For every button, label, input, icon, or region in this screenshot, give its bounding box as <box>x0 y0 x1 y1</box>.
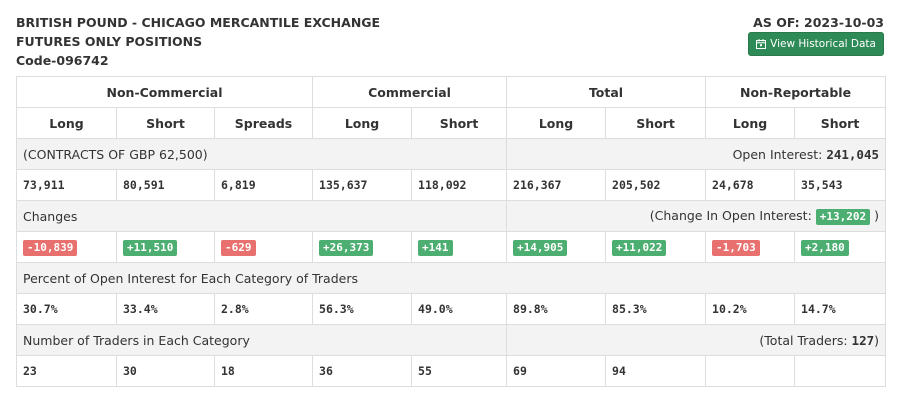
group-non-reportable: Non-Reportable <box>705 76 887 108</box>
report-title: BRITISH POUND - CHICAGO MERCANTILE EXCHA… <box>16 13 380 70</box>
col-header: Long <box>312 107 413 139</box>
percent-label-row: Percent of Open Interest for Each Catego… <box>15 262 887 294</box>
col-header: Short <box>605 107 707 139</box>
table-cell <box>705 355 796 387</box>
percent-label: Percent of Open Interest for Each Catego… <box>15 262 887 294</box>
table-cell: -10,839 <box>16 231 117 263</box>
total-traders-suffix: ) <box>874 332 880 348</box>
group-total: Total <box>506 76 707 108</box>
table-cell: -1,703 <box>705 231 796 263</box>
change-badge: +14,905 <box>513 239 568 256</box>
change-badge: +11,510 <box>123 239 178 256</box>
change-badge: -10,839 <box>23 239 78 256</box>
col-header: Long <box>16 107 117 139</box>
table-cell: 85.3% <box>605 293 707 325</box>
change-open-interest: (Change In Open Interest: +13,202 ) <box>506 200 887 232</box>
positions-table: Non-Commercial Commercial Total Non-Repo… <box>15 76 887 387</box>
table-cell: 35,543 <box>794 169 887 201</box>
table-cell: +11,022 <box>605 231 707 263</box>
table-cell: 56.3% <box>312 293 413 325</box>
table-cell: 118,092 <box>411 169 508 201</box>
view-historical-data-button[interactable]: View Historical Data <box>748 32 884 56</box>
traders-label: Number of Traders in Each Category <box>15 324 508 356</box>
change-badge: +141 <box>418 239 453 256</box>
view-historical-data-label: View Historical Data <box>770 38 876 50</box>
as-of-date: AS OF: 2023-10-03 <box>753 15 884 30</box>
col-header: Short <box>794 107 887 139</box>
contracts-values-row: 73,911 80,591 6,819 135,637 118,092 216,… <box>16 169 887 201</box>
col-header: Spreads <box>213 107 314 139</box>
col-header: Long <box>705 107 796 139</box>
table-cell: 49.0% <box>411 293 508 325</box>
total-traders-value: 127 <box>851 332 875 348</box>
open-interest-label: Open Interest: <box>732 146 823 162</box>
table-cell: 36 <box>312 355 413 387</box>
report-code: Code-096742 <box>16 53 109 68</box>
change-badge: +11,022 <box>612 239 667 256</box>
table-cell: 18 <box>213 355 314 387</box>
table-cell: 33.4% <box>116 293 215 325</box>
col-header: Short <box>116 107 215 139</box>
table-cell: 205,502 <box>605 169 707 201</box>
changes-label: Changes <box>15 200 508 232</box>
table-cell: -629 <box>213 231 314 263</box>
table-cell: 80,591 <box>116 169 215 201</box>
total-traders: (Total Traders: 127) <box>506 324 887 356</box>
col-header: Short <box>411 107 508 139</box>
change-badge: -1,703 <box>712 239 760 256</box>
table-cell: 89.8% <box>506 293 607 325</box>
table-cell: 30 <box>116 355 215 387</box>
change-badge: +2,180 <box>801 239 849 256</box>
table-cell: 2.8% <box>213 293 314 325</box>
table-cell: 14.7% <box>794 293 887 325</box>
title-line-1: BRITISH POUND - CHICAGO MERCANTILE EXCHA… <box>16 15 381 30</box>
change-badge: +26,373 <box>319 239 374 256</box>
table-cell: +14,905 <box>506 231 607 263</box>
change-badge: -629 <box>221 239 256 256</box>
table-cell: 94 <box>605 355 707 387</box>
contracts-label-row: (CONTRACTS OF GBP 62,500) Open Interest:… <box>15 138 887 170</box>
table-cell: 6,819 <box>213 169 314 201</box>
group-header-row: Non-Commercial Commercial Total Non-Repo… <box>15 76 887 108</box>
table-cell: +26,373 <box>312 231 413 263</box>
table-cell: 69 <box>506 355 607 387</box>
table-cell <box>794 355 887 387</box>
table-cell: +141 <box>411 231 508 263</box>
table-cell: 23 <box>16 355 117 387</box>
group-commercial: Commercial <box>312 76 508 108</box>
traders-label-row: Number of Traders in Each Category (Tota… <box>15 324 887 356</box>
title-line-2: FUTURES ONLY POSITIONS <box>16 34 203 49</box>
table-cell: +2,180 <box>794 231 887 263</box>
col-header: Long <box>506 107 607 139</box>
group-non-commercial: Non-Commercial <box>15 76 314 108</box>
change-oi-prefix: (Change In Open Interest: <box>649 207 812 223</box>
total-traders-prefix: (Total Traders: <box>759 332 848 348</box>
change-oi-badge: +13,202 <box>815 208 871 225</box>
open-interest-value: 241,045 <box>826 146 880 162</box>
table-cell: 10.2% <box>705 293 796 325</box>
traders-values-row: 23 30 18 36 55 69 94 <box>16 355 887 387</box>
contracts-label: (CONTRACTS OF GBP 62,500) <box>15 138 508 170</box>
percent-values-row: 30.7% 33.4% 2.8% 56.3% 49.0% 89.8% 85.3%… <box>16 293 887 325</box>
table-cell: 55 <box>411 355 508 387</box>
table-cell: 216,367 <box>506 169 607 201</box>
calendar-icon <box>756 39 767 49</box>
open-interest: Open Interest: 241,045 <box>506 138 887 170</box>
changes-values-row: -10,839 +11,510 -629 +26,373 +141 +14,90… <box>16 231 887 263</box>
table-cell: +11,510 <box>116 231 215 263</box>
change-oi-suffix: ) <box>874 207 880 223</box>
table-cell: 24,678 <box>705 169 796 201</box>
changes-label-row: Changes (Change In Open Interest: +13,20… <box>15 200 887 232</box>
table-cell: 73,911 <box>16 169 117 201</box>
column-header-row: Long Short Spreads Long Short Long Short… <box>16 107 887 139</box>
table-cell: 135,637 <box>312 169 413 201</box>
table-cell: 30.7% <box>16 293 117 325</box>
